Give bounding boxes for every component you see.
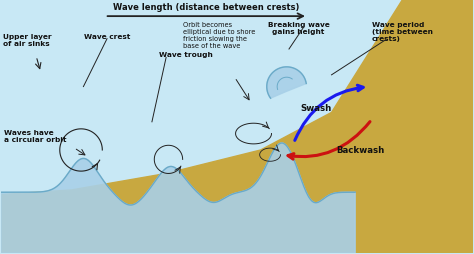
Text: Wave crest: Wave crest: [84, 34, 130, 39]
Text: Orbit becomes
elliptical due to shore
friction slowing the
base of the wave: Orbit becomes elliptical due to shore fr…: [182, 22, 255, 49]
Text: Upper layer
of air sinks: Upper layer of air sinks: [3, 34, 52, 46]
Polygon shape: [0, 144, 355, 253]
Polygon shape: [267, 68, 306, 99]
Text: Wave length (distance between crests): Wave length (distance between crests): [113, 3, 300, 12]
Text: Wave trough: Wave trough: [159, 52, 213, 58]
Text: Waves have
a circular orbit: Waves have a circular orbit: [4, 129, 67, 142]
Text: Breaking wave
gains height: Breaking wave gains height: [267, 22, 329, 35]
Text: Backwash: Backwash: [336, 146, 384, 155]
Text: Swash: Swash: [301, 104, 332, 113]
Text: Wave period
(time between
crests): Wave period (time between crests): [372, 22, 433, 42]
